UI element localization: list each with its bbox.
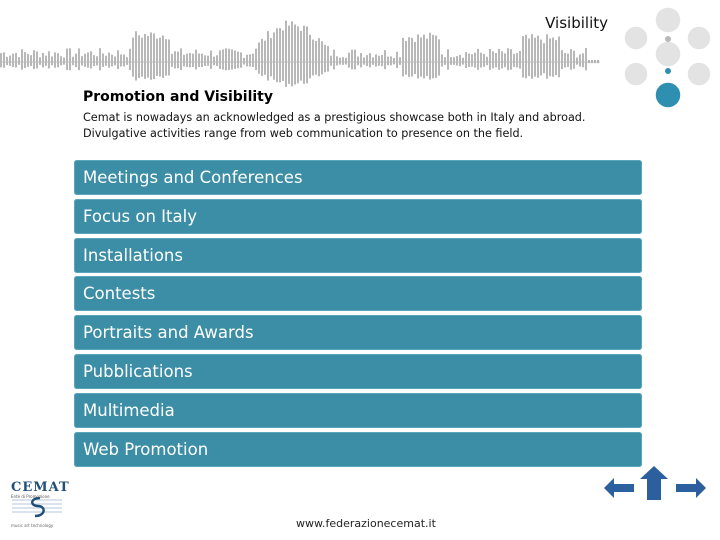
cemat-logo xyxy=(12,496,62,518)
logo-name: CEMAT xyxy=(11,480,70,495)
topic-menu: Meetings and Conferences Focus on Italy … xyxy=(74,160,642,470)
section-circles xyxy=(623,6,712,109)
waveform-decoration xyxy=(0,20,600,87)
menu-item-installations[interactable]: Installations xyxy=(74,237,642,273)
section-heading: Promotion and Visibility xyxy=(83,89,274,105)
logo-subtitle: Ente di Promozione xyxy=(11,494,50,499)
menu-item-portraits[interactable]: Portraits and Awards xyxy=(74,315,642,351)
arrow-right-icon[interactable] xyxy=(676,478,706,498)
menu-item-focus-italy[interactable]: Focus on Italy xyxy=(74,198,642,234)
menu-item-web-promotion[interactable]: Web Promotion xyxy=(74,431,642,467)
logo-tagline: music art technology xyxy=(11,523,54,528)
description-line-1: Cemat is nowadays an acknowledged as a p… xyxy=(83,111,586,124)
menu-item-meetings[interactable]: Meetings and Conferences xyxy=(74,160,642,195)
slide-title: Visibility xyxy=(545,14,608,32)
section-description: Cemat is nowadays an acknowledged as a p… xyxy=(83,110,623,142)
menu-item-publications[interactable]: Pubblications xyxy=(74,353,642,389)
footer-url: www.federazionecemat.it xyxy=(296,517,436,530)
menu-item-contests[interactable]: Contests xyxy=(74,276,642,312)
arrow-left-icon[interactable] xyxy=(604,478,634,498)
description-line-2: Divulgative activities range from web co… xyxy=(83,127,524,140)
menu-item-multimedia[interactable]: Multimedia xyxy=(74,392,642,428)
slide-navigation xyxy=(604,466,706,500)
arrow-up-icon[interactable] xyxy=(640,466,668,500)
